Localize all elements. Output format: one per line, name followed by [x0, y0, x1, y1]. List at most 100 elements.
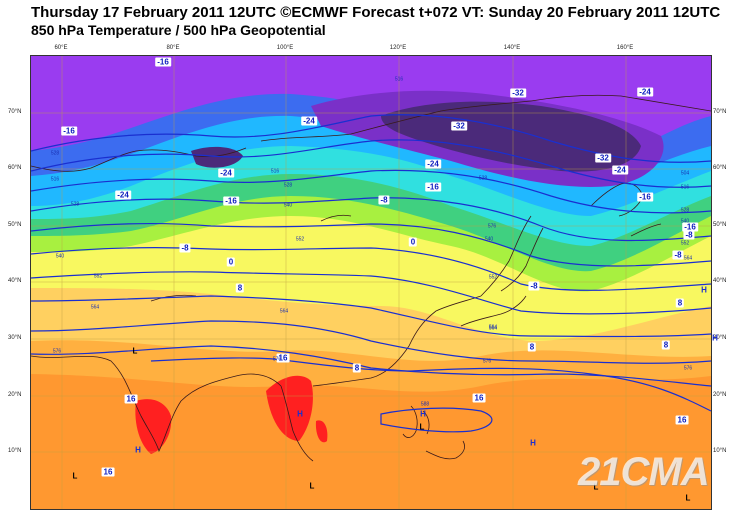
temp-band-deep-violet — [381, 101, 641, 172]
temp-label: -32 — [510, 88, 526, 98]
high-pressure-marker: H — [712, 333, 718, 343]
lon-label-120e: 120°E — [389, 45, 407, 51]
lat-label-70n-right: 70°N — [713, 109, 727, 115]
temp-label: -16 — [682, 222, 698, 232]
lat-label-10n-right: 10°N — [713, 448, 727, 454]
weather-map — [30, 55, 712, 510]
geo-label: 528 — [50, 150, 60, 157]
geo-label: 540 — [283, 202, 293, 209]
title-block: Thursday 17 February 2011 12UTC ©ECMWF F… — [31, 3, 731, 39]
temp-label: 16 — [101, 467, 115, 477]
lon-label-60e: 60°E — [54, 45, 68, 51]
lat-label-40n: 40°N — [8, 278, 22, 284]
geo-label: 576 — [683, 365, 693, 372]
grid-lines — [31, 56, 711, 509]
lat-label-60n: 60°N — [8, 165, 22, 171]
lon-label-100e: 100°E — [276, 45, 294, 51]
low-pressure-marker: L — [72, 471, 78, 481]
temp-label: -24 — [637, 87, 653, 97]
temp-label: -32 — [451, 121, 467, 131]
geo-label: 552 — [680, 240, 690, 247]
geo-label: 516 — [270, 168, 280, 175]
geo-label: 516 — [50, 176, 60, 183]
geo-label: 540 — [680, 218, 690, 225]
geopotential-contours — [31, 114, 711, 433]
geo-label: 576 — [272, 356, 282, 363]
lat-label-20n: 20°N — [8, 392, 22, 398]
temp-label: -16 — [637, 192, 653, 202]
temp-label: -8 — [528, 281, 540, 291]
geo-label: 528 — [478, 175, 488, 182]
temp-label: 16 — [675, 415, 689, 425]
lon-label-140e: 140°E — [503, 45, 521, 51]
lon-label-160e: 160°E — [616, 45, 634, 51]
high-pressure-marker: H — [530, 438, 536, 448]
chart-title: Thursday 17 February 2011 12UTC ©ECMWF F… — [31, 4, 721, 21]
geo-label: 588 — [420, 401, 430, 408]
lat-label-40n-right: 40°N — [713, 278, 727, 284]
temp-label: 8 — [527, 342, 537, 352]
temp-band-hot-spot-indochina — [266, 375, 313, 441]
lat-label-10n: 10°N — [8, 448, 22, 454]
lat-label-30n-right: 30°N — [713, 335, 727, 341]
temp-label: -32 — [595, 153, 611, 163]
lat-label-30n: 30°N — [8, 335, 22, 341]
low-pressure-marker: L — [309, 481, 315, 491]
geo-label: 576 — [52, 348, 62, 355]
temp-label: -8 — [672, 250, 684, 260]
temp-label: 8 — [235, 283, 245, 293]
low-pressure-marker: L — [685, 493, 691, 503]
temp-label: -16 — [223, 196, 239, 206]
lat-label-70n: 70°N — [8, 109, 22, 115]
temp-label: -8 — [179, 243, 191, 253]
high-pressure-marker: H — [297, 409, 303, 419]
geo-label: 564 — [683, 255, 693, 262]
low-pressure-marker: L — [132, 346, 138, 356]
geo-label: 552 — [295, 236, 305, 243]
low-pressure-marker: L — [419, 422, 425, 432]
temp-label: 8 — [675, 298, 685, 308]
geo-label: 528 — [680, 207, 690, 214]
temp-band-cold-gulf — [191, 146, 243, 168]
temp-label: 0 — [408, 237, 418, 247]
temp-label: 8 — [661, 340, 671, 350]
temp-label: -16 — [61, 126, 77, 136]
geo-label: 528 — [70, 201, 80, 208]
temperature-field — [31, 56, 711, 509]
geo-label: 516 — [394, 76, 404, 83]
temp-label: -8 — [683, 230, 695, 240]
temp-label: -16 — [425, 182, 441, 192]
lat-label-50n: 50°N — [8, 222, 22, 228]
coastlines — [31, 94, 711, 462]
temp-label: -24 — [218, 168, 234, 178]
temp-label: -24 — [612, 165, 628, 175]
temp-band-hot-spot-small — [315, 420, 328, 443]
temp-label: -24 — [115, 190, 131, 200]
geo-label: 552 — [93, 273, 103, 280]
low-pressure-marker: L — [593, 482, 599, 492]
chart-subtitle: 850 hPa Temperature / 500 hPa Geopotenti… — [31, 22, 326, 38]
temp-label: 16 — [472, 393, 486, 403]
geo-label: 516 — [680, 184, 690, 191]
temp-label: 16 — [124, 394, 138, 404]
geo-label: 540 — [484, 236, 494, 243]
geo-label: 504 — [680, 170, 690, 177]
geo-label: 564 — [488, 325, 498, 332]
geo-label: 564 — [90, 304, 100, 311]
geo-label: 564 — [488, 324, 498, 331]
high-pressure-marker: H — [135, 445, 141, 455]
lat-label-60n-right: 60°N — [713, 165, 727, 171]
high-pressure-marker: H — [420, 409, 426, 419]
geo-label: 552 — [488, 274, 498, 281]
lat-label-20n-right: 20°N — [713, 392, 727, 398]
temp-label: -24 — [301, 116, 317, 126]
high-pressure-marker: H — [701, 285, 707, 295]
temp-label: 0 — [226, 257, 236, 267]
temp-label: -8 — [378, 195, 390, 205]
map-canvas — [31, 56, 711, 509]
geo-label: 576 — [487, 223, 497, 230]
lon-label-80e: 80°E — [166, 45, 180, 51]
temp-label: -16 — [155, 57, 171, 67]
temp-band-hot-spot-india — [135, 399, 172, 454]
lat-label-50n-right: 50°N — [713, 222, 727, 228]
